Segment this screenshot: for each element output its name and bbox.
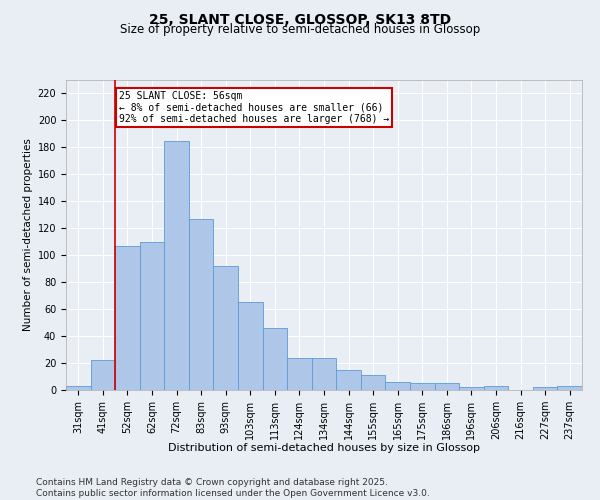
Bar <box>312 358 336 390</box>
Bar <box>557 386 582 390</box>
Bar <box>164 140 189 390</box>
Bar <box>214 266 238 390</box>
Bar <box>189 219 214 390</box>
Text: Contains HM Land Registry data © Crown copyright and database right 2025.
Contai: Contains HM Land Registry data © Crown c… <box>36 478 430 498</box>
Bar <box>238 302 263 390</box>
Bar <box>484 386 508 390</box>
Text: 25 SLANT CLOSE: 56sqm
← 8% of semi-detached houses are smaller (66)
92% of semi-: 25 SLANT CLOSE: 56sqm ← 8% of semi-detac… <box>119 91 389 124</box>
Y-axis label: Number of semi-detached properties: Number of semi-detached properties <box>23 138 34 332</box>
Text: 25, SLANT CLOSE, GLOSSOP, SK13 8TD: 25, SLANT CLOSE, GLOSSOP, SK13 8TD <box>149 12 451 26</box>
Bar <box>140 242 164 390</box>
Bar <box>336 370 361 390</box>
Bar <box>434 384 459 390</box>
Bar <box>66 386 91 390</box>
Bar <box>91 360 115 390</box>
Bar <box>263 328 287 390</box>
Bar <box>361 375 385 390</box>
X-axis label: Distribution of semi-detached houses by size in Glossop: Distribution of semi-detached houses by … <box>168 444 480 454</box>
Text: Size of property relative to semi-detached houses in Glossop: Size of property relative to semi-detach… <box>120 24 480 36</box>
Bar <box>533 388 557 390</box>
Bar <box>410 384 434 390</box>
Bar <box>287 358 312 390</box>
Bar <box>385 382 410 390</box>
Bar <box>459 388 484 390</box>
Bar <box>115 246 140 390</box>
